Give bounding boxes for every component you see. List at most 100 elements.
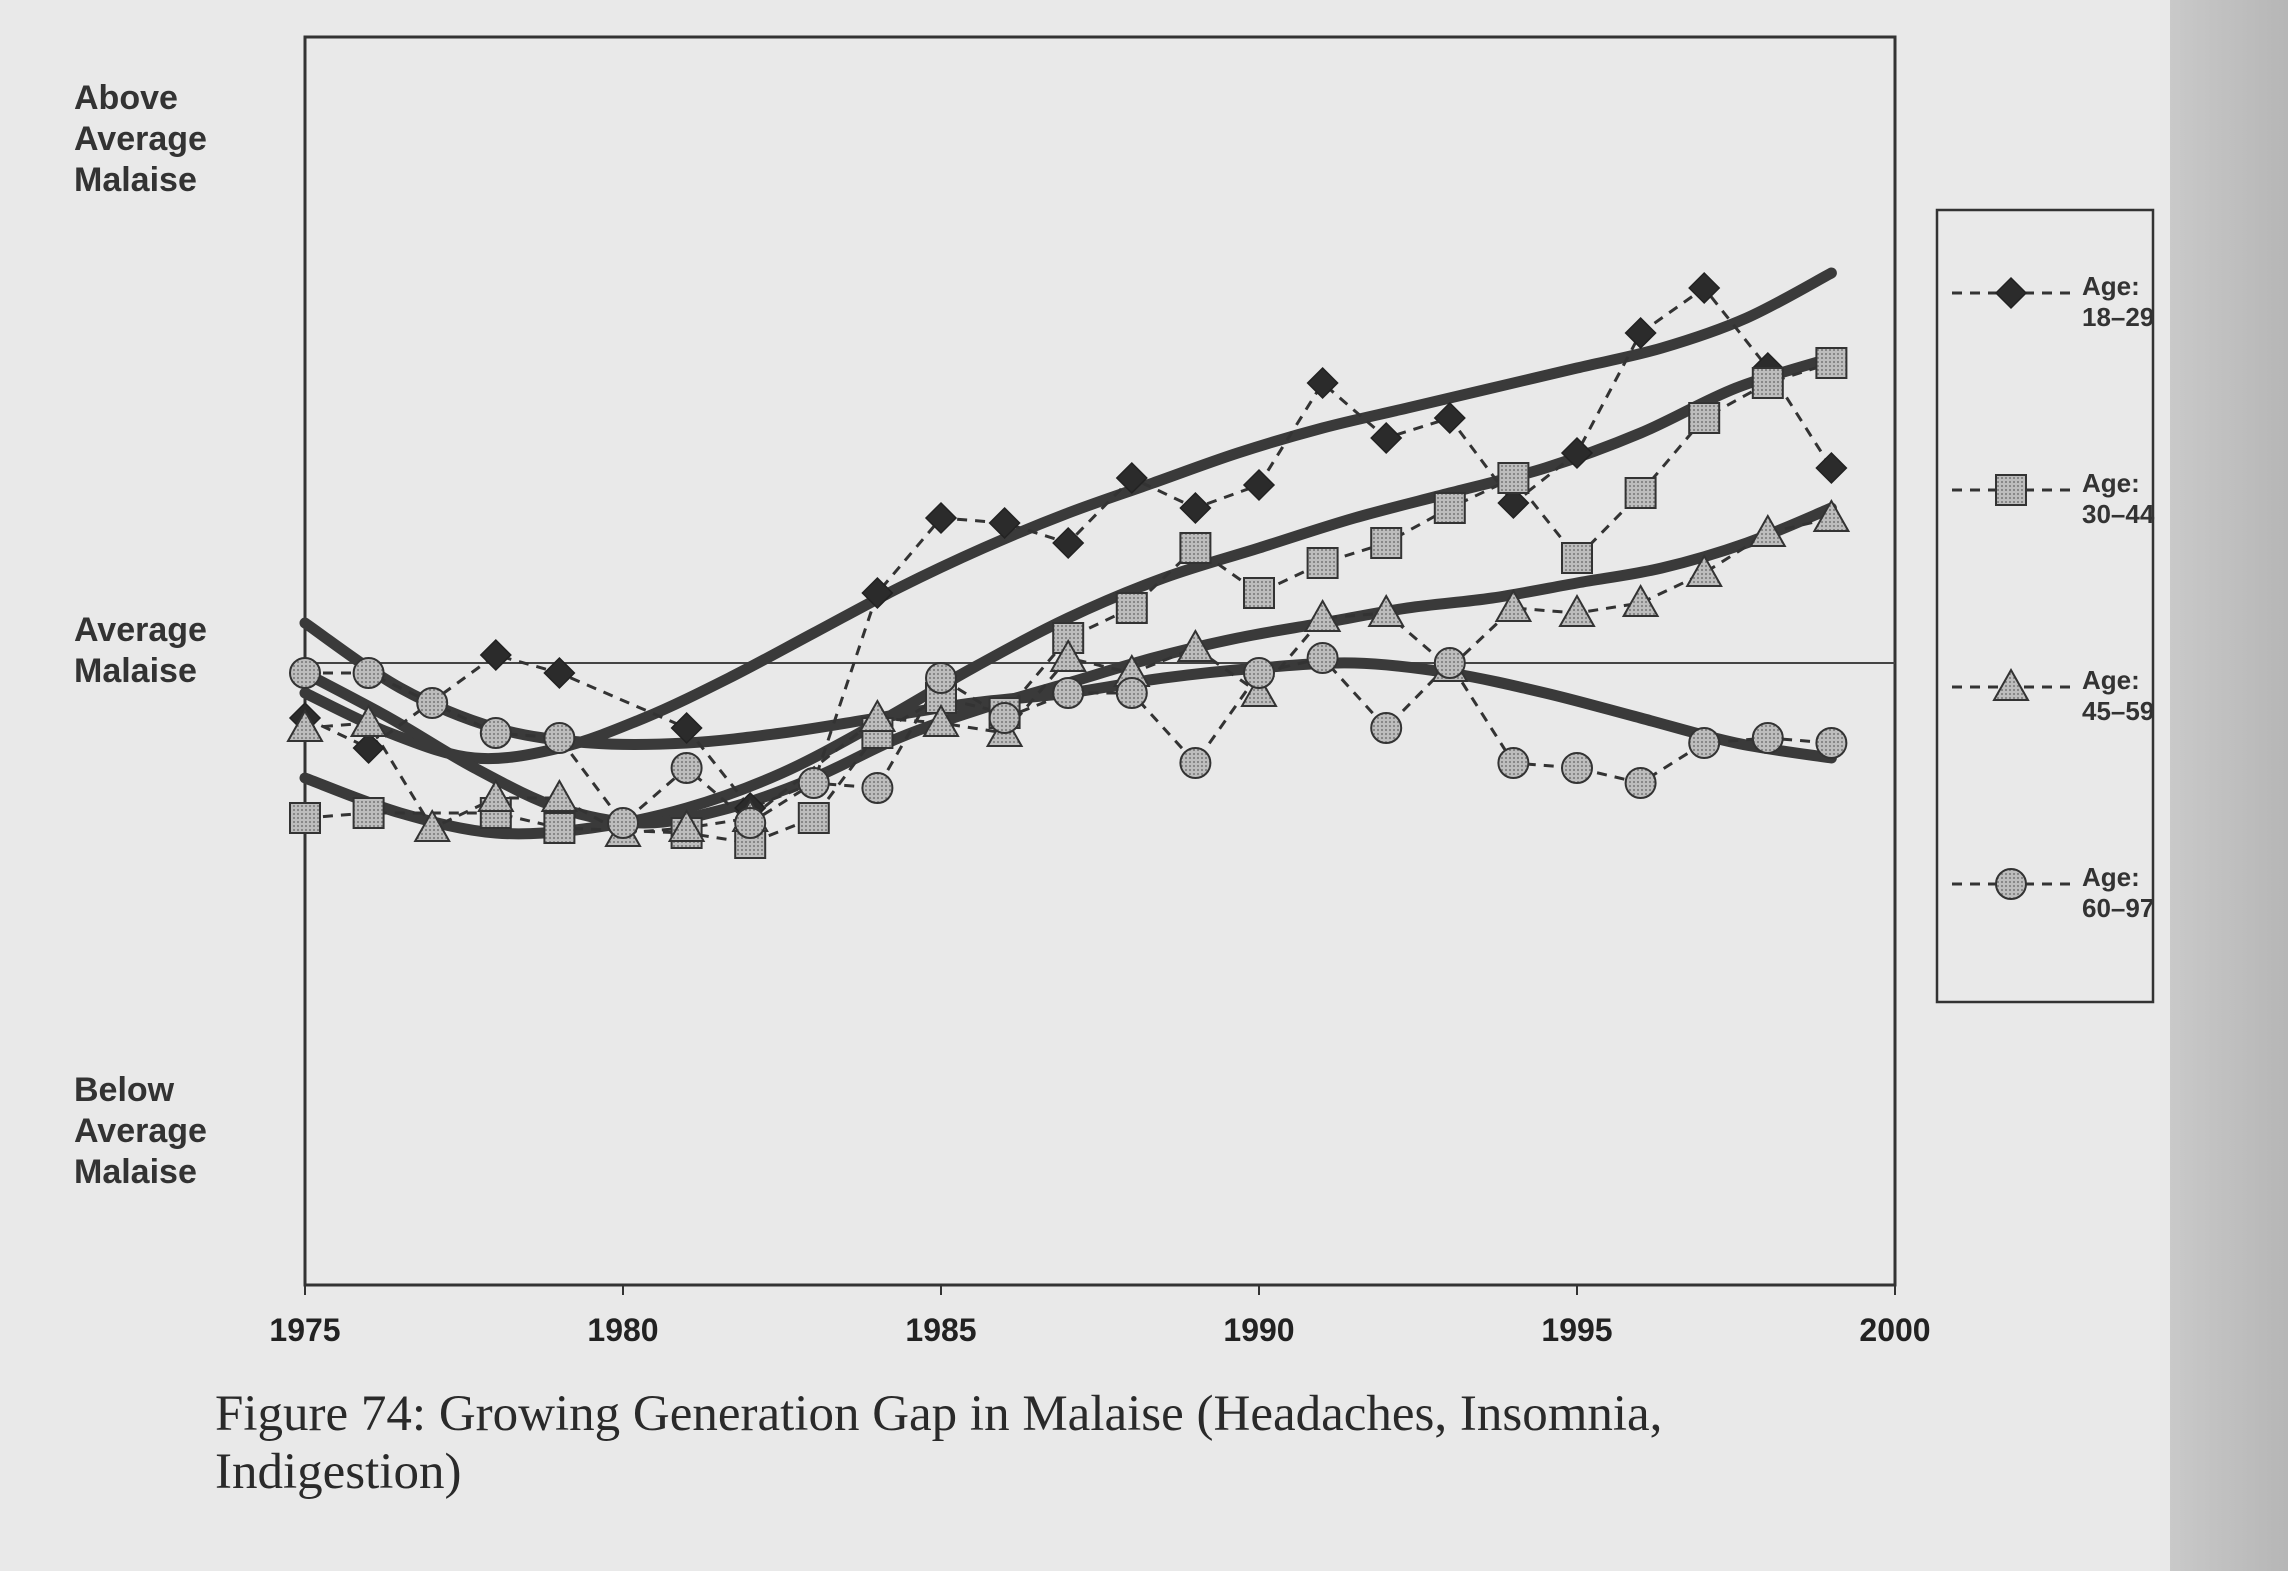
- data-point-square: [1624, 477, 1657, 509]
- data-point-triangle: [1240, 673, 1278, 707]
- data-point-diamond: [1242, 468, 1276, 502]
- data-point-triangle: [922, 703, 960, 737]
- data-point-triangle: [349, 703, 388, 737]
- data-point-diamond: [352, 731, 385, 765]
- y-label-line: Malaise: [74, 1153, 197, 1191]
- legend-label-line: 18–29: [2082, 302, 2155, 332]
- data-point-square: [1688, 402, 1721, 434]
- data-point-square: [1306, 547, 1339, 579]
- data-point-square: [1815, 347, 1848, 379]
- data-point-diamond: [1624, 316, 1657, 350]
- legend-label: Age: 60–97: [2082, 862, 2154, 924]
- legend-marker-diamond: [1994, 276, 2028, 310]
- legend-label: Age: 18–29: [2082, 271, 2154, 333]
- x-tick-label: 1990: [1223, 1312, 1295, 1348]
- data-point-triangle: [1367, 593, 1405, 627]
- data-point-circle: [1243, 657, 1275, 689]
- facing-page-edge: [2170, 0, 2288, 1571]
- legend-marker-square: [1995, 474, 2027, 506]
- data-point-circle: [1115, 677, 1148, 709]
- data-point-circle: [1052, 677, 1085, 709]
- caption-line-1: Figure 74: Growing Generation Gap in Mal…: [215, 1386, 1663, 1442]
- data-point-circle: [1688, 727, 1721, 759]
- data-point-triangle: [1685, 553, 1723, 587]
- y-label-line: Average: [74, 1112, 207, 1150]
- y-label-below-average: Below Average Malaise: [74, 1070, 207, 1193]
- data-point-triangle: [286, 708, 324, 742]
- y-label-line: Malaise: [74, 652, 197, 690]
- legend-label-line: Age:: [2082, 862, 2140, 892]
- data-point-triangle: [667, 808, 706, 842]
- y-label-line: Average: [74, 611, 207, 649]
- data-point-diamond: [1433, 401, 1466, 435]
- trend-line-square: [299, 352, 1837, 840]
- x-tick-label: 1995: [1541, 1312, 1613, 1348]
- data-point-circle: [1624, 767, 1657, 799]
- data-point-square: [797, 802, 830, 834]
- series-line-triangle: [304, 516, 1832, 835]
- data-point-triangle: [1494, 588, 1533, 622]
- data-point-triangle: [477, 778, 515, 812]
- data-point-square: [543, 812, 576, 844]
- legend-label-line: 60–97: [2082, 893, 2155, 923]
- data-point-square: [352, 797, 385, 829]
- data-point-circle: [861, 772, 894, 804]
- data-point-circle: [734, 807, 767, 839]
- data-point-diamond: [1688, 271, 1721, 305]
- data-point-circle: [1497, 747, 1530, 779]
- legend-label: Age: 30–44: [2082, 468, 2154, 530]
- data-point-square: [289, 802, 321, 834]
- x-tick-label: 1985: [905, 1312, 977, 1348]
- y-label-line: Malaise: [74, 161, 197, 199]
- data-point-diamond: [924, 501, 958, 535]
- y-label-average: Average Malaise: [74, 610, 207, 692]
- figure-caption: Figure 74: Growing Generation Gap in Mal…: [215, 1385, 1915, 1501]
- data-point-square: [1370, 527, 1403, 559]
- data-point-diamond: [861, 576, 894, 610]
- data-point-diamond: [1815, 451, 1848, 485]
- data-point-diamond: [1370, 421, 1403, 455]
- data-point-triangle: [1749, 513, 1787, 547]
- data-point-diamond: [1052, 526, 1085, 560]
- y-label-line: Above: [74, 79, 178, 117]
- data-point-diamond: [479, 638, 512, 672]
- data-point-square: [1751, 367, 1784, 399]
- y-label-line: Average: [74, 120, 207, 158]
- data-point-circle: [607, 807, 639, 839]
- data-point-triangle: [1049, 638, 1087, 672]
- x-tick-label: 1975: [269, 1312, 341, 1348]
- legend-label-line: Age:: [2082, 271, 2140, 301]
- data-point-square: [1179, 532, 1212, 564]
- data-point-circle: [988, 702, 1021, 734]
- data-point-circle: [1561, 752, 1593, 784]
- data-point-triangle: [1303, 598, 1342, 632]
- legend-marker-triangle: [1992, 667, 2030, 701]
- data-point-circle: [925, 662, 957, 694]
- x-tick-label: 2000: [1859, 1312, 1931, 1348]
- data-point-triangle: [540, 778, 579, 812]
- data-point-square: [1115, 592, 1148, 624]
- data-point-circle: [1433, 647, 1466, 679]
- legend-label-line: 30–44: [2082, 499, 2155, 529]
- data-point-square: [1243, 577, 1275, 609]
- data-point-circle: [1751, 722, 1784, 754]
- data-point-diamond: [670, 711, 703, 745]
- y-label-above-average: Above Average Malaise: [74, 78, 207, 201]
- data-point-triangle: [858, 698, 897, 732]
- data-point-diamond: [988, 506, 1021, 540]
- data-point-diamond: [1306, 366, 1339, 400]
- data-point-square: [1433, 492, 1466, 524]
- data-point-circle: [1306, 642, 1339, 674]
- data-point-circle: [1370, 712, 1403, 744]
- data-point-circle: [670, 752, 703, 784]
- data-point-triangle: [1176, 628, 1215, 662]
- legend-label-line: 45–59: [2082, 696, 2155, 726]
- data-point-circle: [289, 657, 321, 689]
- data-point-circle: [543, 722, 576, 754]
- data-point-square: [1497, 462, 1530, 494]
- data-point-triangle: [1812, 498, 1851, 532]
- data-point-triangle: [1621, 583, 1660, 617]
- data-point-circle: [1815, 727, 1848, 759]
- legend-marker-circle: [1995, 868, 2027, 900]
- data-point-circle: [479, 717, 512, 749]
